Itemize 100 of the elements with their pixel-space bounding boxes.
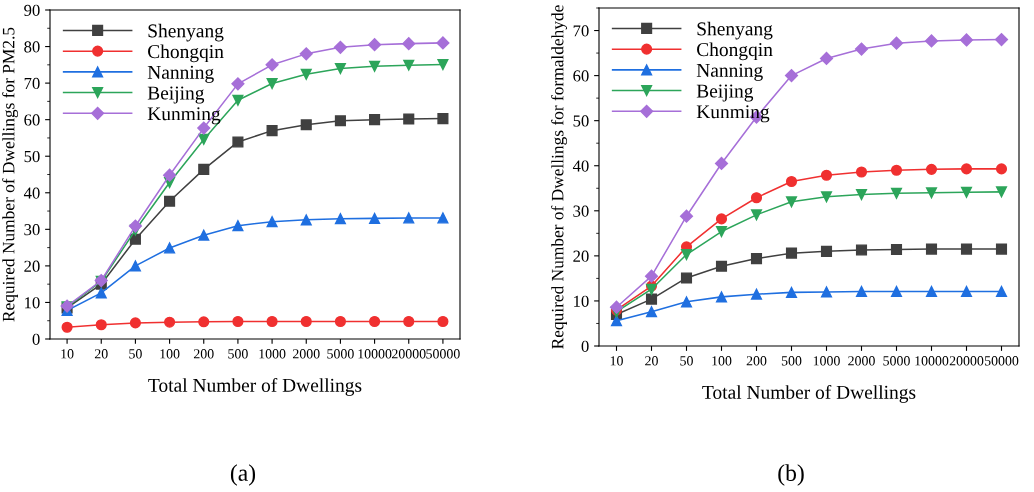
y-tick-label: 40: [23, 187, 40, 199]
point: [198, 229, 210, 241]
y-axis-title: Required Number of Dwellings for formaldehyde: [551, 5, 568, 349]
legend-label: Beijing: [696, 84, 754, 102]
point: [995, 163, 1008, 175]
point: [299, 47, 313, 61]
point: [436, 36, 450, 50]
point: [95, 287, 107, 299]
point: [960, 285, 973, 298]
point: [265, 58, 279, 72]
point: [266, 125, 278, 137]
point: [890, 285, 903, 298]
point: [785, 196, 798, 208]
point: [889, 36, 904, 50]
legend-label: Nanning: [696, 63, 763, 81]
point: [855, 166, 868, 178]
point: [645, 306, 658, 318]
x-tick-label: 50000: [426, 349, 460, 359]
point: [820, 286, 833, 298]
legend-label: Shenyang: [148, 23, 224, 42]
point: [715, 225, 728, 238]
point: [333, 40, 348, 54]
x-tick-label: 100: [712, 356, 732, 366]
point: [300, 68, 312, 80]
point: [750, 209, 763, 221]
x-tick-label: 5000: [327, 349, 354, 359]
y-axis-title: Required Number of Dwellings for PM2.5: [2, 27, 19, 322]
x-tick-label: 20000: [392, 349, 426, 359]
y-tick-label: 50: [573, 115, 589, 127]
point: [750, 192, 763, 204]
y-tick-label: 40: [572, 160, 589, 172]
y-tick-label: 20: [573, 250, 589, 262]
point: [334, 62, 346, 75]
point: [854, 42, 869, 56]
point: [437, 58, 449, 71]
x-tick-label: 50: [129, 349, 142, 359]
point: [855, 244, 868, 256]
point: [785, 175, 798, 188]
y-tick-label: 10: [25, 297, 40, 309]
x-tick-label: 500: [228, 349, 248, 359]
point: [890, 187, 903, 199]
y-tick-label: 60: [573, 70, 589, 82]
legend-label: Shenyang: [697, 21, 773, 40]
point: [820, 169, 833, 181]
y-tick-label: 10: [574, 295, 589, 307]
point: [231, 77, 245, 91]
x-tick-label: 20: [94, 349, 108, 359]
legend-label: Kunming: [147, 107, 221, 125]
x-tick-label: 2000: [292, 349, 320, 359]
point: [300, 315, 312, 328]
point: [403, 315, 415, 328]
point: [784, 69, 799, 83]
point: [266, 216, 278, 228]
point: [437, 113, 449, 125]
point: [679, 209, 694, 223]
point: [924, 34, 939, 48]
x-tick-label: 100: [160, 349, 180, 359]
point: [960, 186, 973, 198]
point: [367, 38, 382, 52]
point: [819, 51, 834, 66]
point: [369, 114, 381, 126]
point: [232, 315, 244, 328]
point: [925, 187, 938, 199]
point: [164, 242, 176, 254]
point: [820, 191, 833, 203]
point: [995, 285, 1008, 298]
point: [645, 293, 658, 305]
x-axis-title: Total Number of Dwellings: [702, 384, 916, 403]
point: [925, 285, 938, 298]
point: [994, 32, 1009, 47]
point: [369, 315, 381, 328]
point: [198, 133, 210, 145]
x-tick-label: 10: [61, 349, 74, 359]
y-tick-label: 50: [24, 150, 40, 163]
point: [266, 77, 278, 90]
point: [403, 113, 415, 125]
x-tick-label: 50000: [984, 356, 1019, 366]
point: [715, 291, 728, 303]
point: [890, 244, 903, 256]
point: [855, 189, 868, 201]
point: [162, 168, 177, 182]
point: [750, 253, 763, 265]
point: [334, 213, 346, 225]
text: (a): [230, 464, 256, 486]
point: [925, 163, 938, 175]
x-tick-label: 5000: [883, 356, 910, 366]
point: [164, 195, 176, 207]
point: [610, 315, 623, 327]
point: [369, 60, 381, 72]
point: [300, 119, 312, 131]
point: [334, 115, 346, 127]
point: [644, 269, 659, 283]
point: [198, 316, 210, 328]
point: [61, 321, 73, 333]
x-axis-title: Total Number of Dwellings: [148, 377, 362, 396]
x-tick-label: 2000: [848, 356, 875, 366]
point: [128, 219, 143, 233]
y-tick-label: 20: [24, 260, 40, 272]
point: [129, 317, 141, 329]
legend-label: Beijing: [147, 86, 205, 104]
